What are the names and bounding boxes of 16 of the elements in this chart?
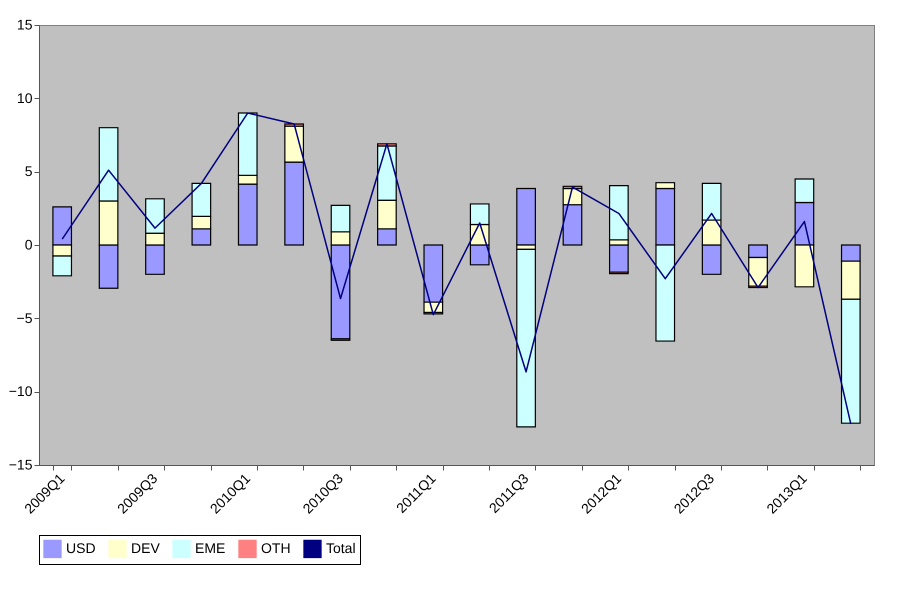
bar (608, 244, 629, 273)
y-tick-label: 5 (24, 163, 33, 180)
y-tick-label: −5 (16, 310, 33, 326)
legend-label: OTH (261, 540, 291, 556)
bar (516, 248, 536, 428)
y-tick-label: −10 (8, 383, 33, 400)
legend-label: Total (326, 540, 356, 556)
bar (516, 188, 536, 246)
legend-label: DEV (131, 540, 160, 556)
legend-label: EME (195, 540, 226, 556)
y-tick-label: 0 (24, 236, 33, 252)
legend-label: USD (66, 540, 96, 556)
y-tick-label: 10 (16, 90, 33, 106)
y-tick-label: −15 (8, 456, 33, 472)
line-series (61, 112, 852, 425)
y-tick-label: 15 (16, 16, 33, 32)
